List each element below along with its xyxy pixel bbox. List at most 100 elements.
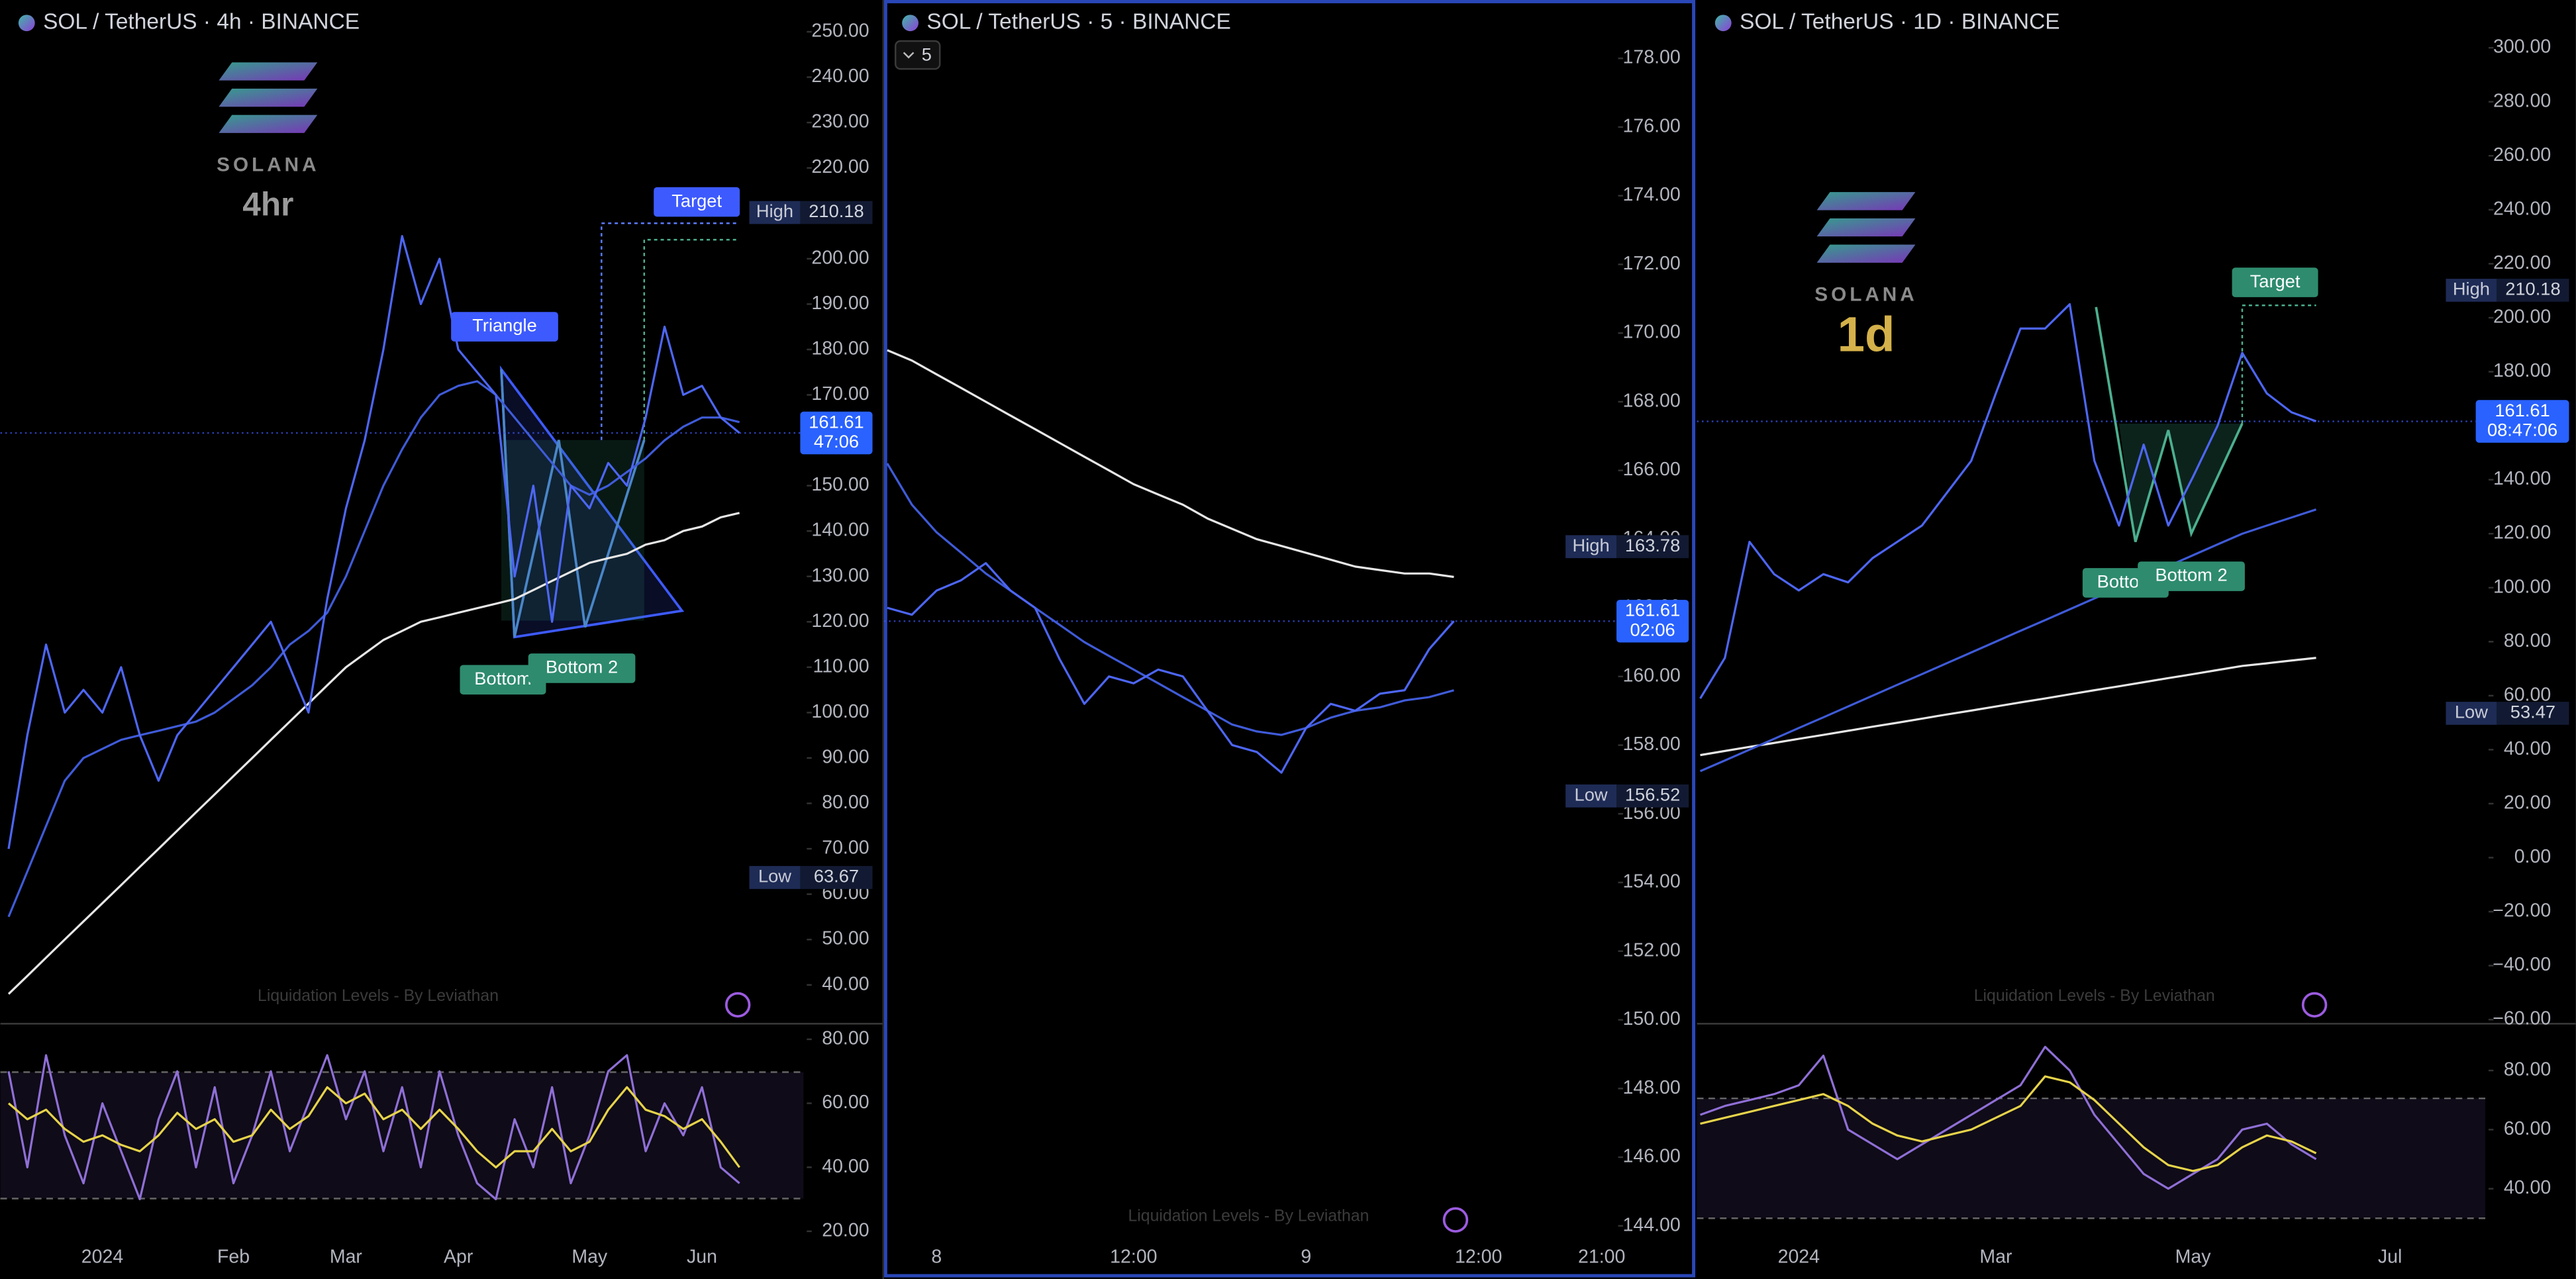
annotation-text: Target [671,190,722,211]
y-tick-label: 190.00 [811,293,869,314]
y-tick-label: 172.00 [1623,253,1681,274]
x-tick-label: 2024 [81,1246,124,1267]
w-pattern [500,369,646,638]
y2-tick-label: 80.00 [2504,1059,2551,1080]
interval-button[interactable] [895,40,941,70]
y-tick-label: 140.00 [2493,468,2551,489]
y-tick-label: 158.00 [1623,734,1681,755]
last-price: 161.61 [2495,400,2550,420]
y-tick-label: 146.00 [1623,1146,1681,1167]
y-tick-label: 160.00 [1623,665,1681,686]
alert-icon[interactable] [724,992,751,1018]
logo-bar [219,62,318,81]
low-label: Low [1575,784,1608,805]
high-value-box [800,201,873,224]
annotation-text: Triangle [472,315,537,336]
last-price-box [1616,600,1689,643]
series-line [7,235,740,849]
annotation-text: Bottom [474,668,531,688]
low-value-box [1616,784,1689,808]
y-tick-label: 20.00 [2504,792,2551,813]
y2-tick-label: 20.00 [822,1219,869,1241]
logo-bar [1816,244,1916,263]
high-value-box [2497,279,2569,302]
symbol-icon [902,15,918,32]
x-tick-label: May [2175,1246,2212,1267]
x-tick-label: 8 [931,1246,942,1267]
w-pattern [2095,307,2244,542]
y-tick-label: 80.00 [822,792,869,813]
y-tick-label: 166.00 [1623,459,1681,480]
y-tick-label: 0.00 [2514,846,2551,867]
y-tick-label: 40.00 [822,973,869,994]
series-line [7,1086,740,1168]
x-tick-label: 2024 [1778,1246,1820,1267]
countdown: 02:06 [1630,619,1675,640]
series-line [1700,657,2316,757]
series-line [1699,303,2317,699]
logo-bar [219,88,318,107]
y-tick-label: 150.00 [811,474,869,495]
series-line [1699,1045,2317,1190]
countdown: 47:06 [814,431,859,451]
y-tick-label: 140.00 [811,520,869,541]
x-tick-label: May [571,1246,608,1267]
series-line [887,349,1454,579]
y-tick-label: 40.00 [2504,738,2551,759]
y-tick-label: 170.00 [811,383,869,404]
y-tick-label: 80.00 [2504,630,2551,651]
annotation-text: Bottom 2 [546,657,618,677]
low-value: 156.52 [1625,784,1680,805]
indicator-watermark: Liquidation Levels - By Leviathan [1974,987,2215,1005]
x-tick-label: Feb [217,1246,250,1267]
symbol-icon [18,15,35,32]
high-value: 210.18 [809,201,864,221]
y-tick-label: 230.00 [811,111,869,132]
y-tick-label: 240.00 [811,66,869,87]
y-tick-label: 90.00 [822,747,869,768]
alert-icon[interactable] [1442,1207,1469,1233]
interval-value[interactable]: 5 [922,44,932,65]
y-tick-label: 120.00 [2493,522,2551,544]
logo-bar [219,115,318,133]
y-tick-label: 220.00 [811,156,869,177]
indicator-watermark: Liquidation Levels - By Leviathan [258,987,499,1005]
y-tick-label: 130.00 [811,565,869,586]
annotation-box [654,187,740,217]
x-tick-label: Jul [2378,1246,2402,1267]
y2-tick-label: 40.00 [822,1156,869,1177]
series-line [1699,508,2317,773]
y-tick-label: 176.00 [1623,115,1681,136]
y-tick-label: 174.00 [1623,184,1681,205]
low-label-box [2446,702,2497,725]
series-line [7,1054,740,1201]
annotation-box [2232,267,2318,297]
logo-bar [1816,192,1916,211]
interval-chevron [903,52,915,59]
low-label: Low [2455,702,2488,722]
low-label: Low [758,866,791,886]
series-line [1700,1075,2317,1172]
y-tick-label: 240.00 [2493,198,2551,219]
y-tick-label: 180.00 [811,338,869,359]
y-tick-label: 100.00 [811,701,869,722]
annotation-text: Target [2250,271,2301,291]
x-tick-label: 21:00 [1578,1246,1625,1267]
series-line [886,463,1454,736]
high-label: High [1573,535,1610,555]
y-tick-label: 144.00 [1623,1214,1681,1235]
y-tick-label: 170.00 [1623,322,1681,343]
y-tick-label: 168.00 [1623,390,1681,411]
annotation-box [2138,561,2245,591]
high-value: 163.78 [1625,535,1680,555]
series-line [7,380,740,918]
alert-icon[interactable] [2301,992,2328,1018]
y-tick-label: 100.00 [2493,576,2551,597]
last-price-box [800,411,873,455]
low-value-box [2497,702,2569,725]
target-line [643,238,740,440]
neckline-zone [501,440,644,621]
panel-title: SOL / TetherUS · 5 · BINANCE [926,10,1230,34]
panel-title: SOL / TetherUS · 4h · BINANCE [43,10,360,34]
